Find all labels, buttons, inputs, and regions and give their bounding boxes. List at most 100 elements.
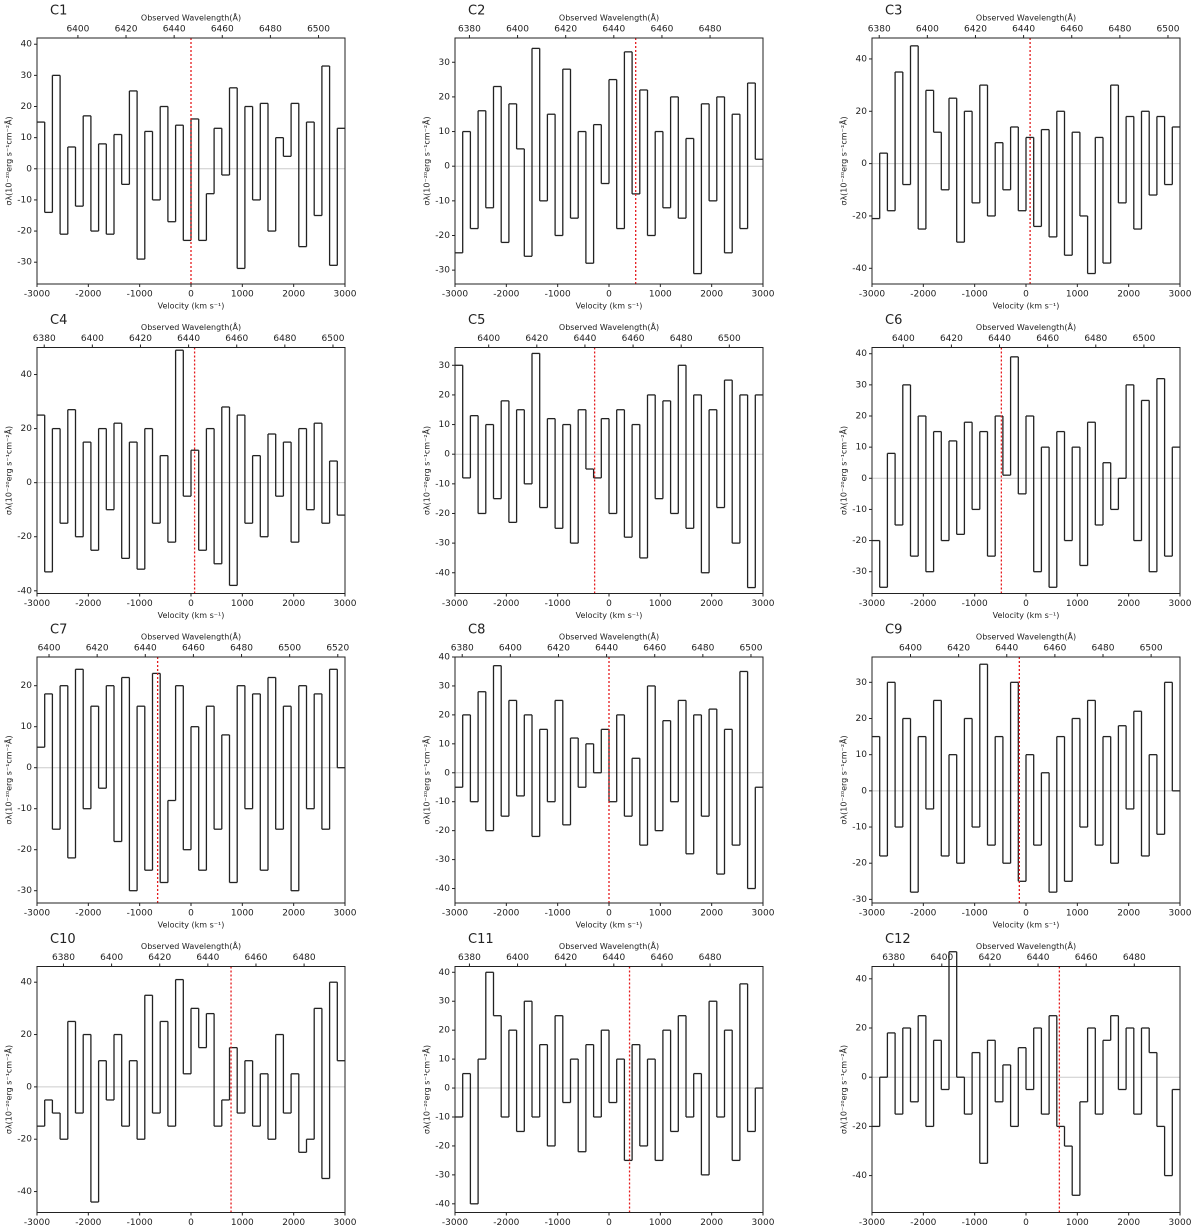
y-tick-label: -40 — [17, 586, 32, 596]
x-tick-label: 1000 — [649, 909, 672, 919]
x-tick-label: 3000 — [1169, 290, 1192, 300]
top-tick-label: 6460 — [1036, 334, 1059, 344]
y-tick-label: 40 — [439, 968, 451, 978]
x-tick-label: -3000 — [24, 909, 50, 919]
y-tick-label: 0 — [444, 450, 450, 460]
y-tick-label: 10 — [439, 420, 451, 430]
y-axis-label: σλ(10⁻²⁰erg s⁻¹cm⁻²Å) — [838, 735, 849, 824]
top-axis-label: Observed Wavelength(Å) — [976, 321, 1076, 332]
y-tick-label: 30 — [439, 58, 451, 68]
x-tick-label: -1000 — [962, 599, 988, 609]
panel-title: C1 — [50, 4, 67, 19]
y-tick-label: -10 — [17, 195, 32, 205]
panel-title: C10 — [50, 932, 76, 947]
x-tick-label: 1000 — [231, 290, 254, 300]
top-tick-label: 6440 — [995, 644, 1018, 654]
top-tick-label: 6420 — [554, 25, 577, 35]
x-tick-label: 1000 — [1066, 290, 1089, 300]
x-tick-label: 2000 — [282, 1218, 305, 1227]
top-tick-label: 6440 — [988, 334, 1011, 344]
x-tick-label: -1000 — [127, 599, 153, 609]
y-tick-label: -10 — [852, 505, 867, 515]
x-tick-label: -2000 — [75, 599, 101, 609]
top-axis-label: Observed Wavelength(Å) — [141, 12, 241, 23]
y-tick-label: -20 — [17, 532, 32, 542]
top-tick-label: 6420 — [554, 953, 577, 963]
y-axis-label: σλ(10⁻²⁰erg s⁻¹cm⁻²Å) — [421, 116, 432, 205]
x-tick-label: 0 — [188, 909, 194, 919]
x-tick-label: -2000 — [910, 290, 936, 300]
x-tick-label: 1000 — [231, 1218, 254, 1227]
x-axis-label: Velocity (km s⁻¹) — [993, 611, 1060, 620]
top-axis-label: Observed Wavelength(Å) — [141, 940, 241, 951]
x-tick-label: -2000 — [493, 290, 519, 300]
top-tick-label: 6480 — [293, 953, 316, 963]
x-axis-label: Velocity (km s⁻¹) — [576, 302, 643, 311]
top-tick-label: 6380 — [458, 953, 481, 963]
top-tick-label: 6440 — [177, 334, 200, 344]
y-tick-label: 40 — [21, 978, 33, 988]
x-tick-label: 0 — [606, 1218, 612, 1227]
y-tick-label: 10 — [439, 1055, 451, 1065]
y-tick-label: 10 — [439, 127, 451, 137]
top-tick-label: 6460 — [650, 25, 673, 35]
y-axis-label: σλ(10⁻²⁰erg s⁻¹cm⁻²Å) — [838, 1045, 849, 1134]
y-tick-label: 20 — [856, 412, 868, 422]
x-tick-label: 1000 — [231, 909, 254, 919]
top-tick-label: 6380 — [458, 25, 481, 35]
x-tick-label: -1000 — [545, 599, 571, 609]
top-tick-label: 6380 — [52, 953, 75, 963]
x-tick-label: 0 — [1023, 599, 1029, 609]
x-tick-label: 0 — [188, 290, 194, 300]
x-tick-label: 2000 — [1117, 599, 1140, 609]
y-tick-label: -10 — [435, 797, 450, 807]
top-tick-label: 6480 — [259, 25, 282, 35]
panel-title: C3 — [885, 4, 902, 19]
y-tick-label: 0 — [861, 474, 867, 484]
x-tick-label: 2000 — [282, 290, 305, 300]
x-tick-label: 2000 — [1117, 290, 1140, 300]
top-axis-label: Observed Wavelength(Å) — [141, 631, 241, 642]
plot-frame — [36, 347, 346, 594]
top-tick-label: 6460 — [211, 25, 234, 35]
top-tick-label: 6420 — [947, 644, 970, 654]
y-tick-label: -40 — [435, 1199, 450, 1209]
y-tick-label: -10 — [17, 804, 32, 814]
top-tick-label: 6420 — [547, 644, 570, 654]
x-tick-label: 2000 — [282, 599, 305, 609]
y-axis-label: σλ(10⁻²⁰erg s⁻¹cm⁻²Å) — [421, 735, 432, 824]
x-tick-label: -3000 — [859, 599, 885, 609]
x-tick-label: -2000 — [493, 909, 519, 919]
x-tick-label: 0 — [606, 909, 612, 919]
x-tick-label: 0 — [1023, 909, 1029, 919]
top-tick-label: 6440 — [134, 644, 157, 654]
top-tick-label: 6400 — [916, 25, 939, 35]
y-tick-label: 10 — [856, 443, 868, 453]
y-tick-label: -40 — [852, 1171, 867, 1181]
y-tick-label: 0 — [26, 164, 32, 174]
x-axis-label: Velocity (km s⁻¹) — [993, 302, 1060, 311]
y-tick-label: -40 — [852, 264, 867, 274]
top-axis-label: Observed Wavelength(Å) — [141, 321, 241, 332]
top-tick-label: 6520 — [326, 644, 349, 654]
x-tick-label: -1000 — [545, 909, 571, 919]
plot-frame — [871, 656, 1181, 904]
x-axis-label: Velocity (km s⁻¹) — [576, 611, 643, 620]
x-tick-label: -3000 — [442, 1218, 468, 1227]
top-tick-label: 6480 — [699, 953, 722, 963]
top-tick-label: 6500 — [1157, 25, 1180, 35]
top-tick-label: 6480 — [273, 334, 296, 344]
y-tick-label: 40 — [21, 40, 33, 50]
panel-title: C4 — [50, 313, 67, 328]
top-tick-label: 6420 — [964, 25, 987, 35]
x-tick-label: -2000 — [75, 909, 101, 919]
x-tick-label: -1000 — [962, 1218, 988, 1227]
x-tick-label: -1000 — [127, 290, 153, 300]
y-tick-label: 10 — [21, 133, 33, 143]
x-tick-label: 1000 — [1066, 909, 1089, 919]
x-tick-label: -1000 — [127, 909, 153, 919]
y-tick-label: 10 — [856, 750, 868, 760]
x-tick-label: -2000 — [493, 1218, 519, 1227]
y-tick-label: -30 — [435, 1170, 450, 1180]
